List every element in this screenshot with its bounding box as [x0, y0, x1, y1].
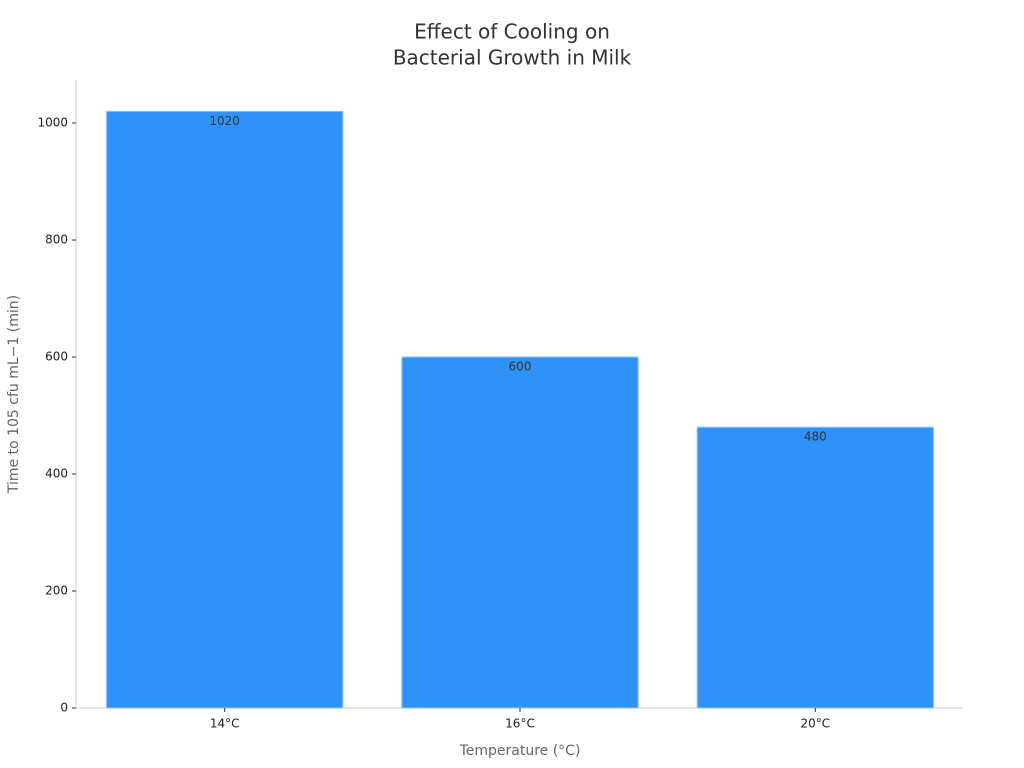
y-tick-label: 0 [60, 701, 68, 715]
x-tick-label: 14°C [210, 717, 240, 731]
bar [696, 426, 934, 709]
value-label: 480 [804, 430, 827, 444]
y-axis-label: Time to 105 cfu mL−1 (min) [6, 295, 22, 494]
value-label: 600 [509, 360, 532, 374]
y-tick-label: 1000 [37, 116, 68, 130]
bar [401, 356, 639, 709]
chart-title: Effect of Cooling on [414, 20, 610, 44]
y-tick-label: 400 [45, 467, 68, 481]
bar [106, 110, 344, 709]
value-label: 1020 [209, 114, 240, 128]
y-tick-label: 600 [45, 350, 68, 364]
chart-title: Bacterial Growth in Milk [393, 46, 632, 70]
x-tick-label: 20°C [801, 717, 831, 731]
x-tick-label: 16°C [505, 717, 535, 731]
y-tick-label: 800 [45, 233, 68, 247]
y-tick-label: 200 [45, 584, 68, 598]
x-axis-label: Temperature (°C) [459, 743, 581, 759]
